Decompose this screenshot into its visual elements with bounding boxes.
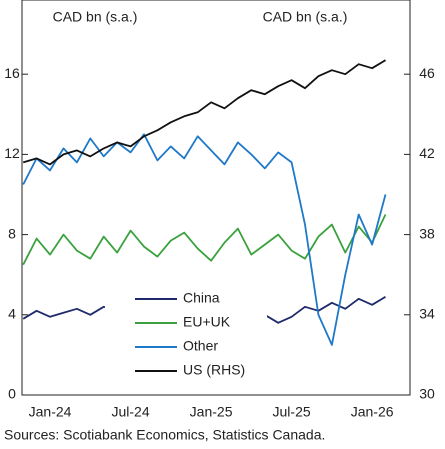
y-tick-label: 8 — [8, 225, 16, 241]
y2-tick-label: 30 — [419, 386, 435, 402]
legend-label: China — [183, 290, 220, 306]
legend-label: Other — [183, 338, 218, 354]
y-tick-label: 4 — [8, 306, 16, 322]
x-tick-label: Jan-24 — [29, 404, 72, 420]
y2-tick-label: 46 — [419, 65, 435, 81]
plot-frame — [21, 0, 411, 396]
x-tick-label: Jan-26 — [351, 404, 394, 420]
y-tick-label: 0 — [8, 386, 16, 402]
y-tick-label: 16 — [4, 65, 20, 81]
x-tick-label: Jan-25 — [190, 404, 233, 420]
series-line — [22, 59, 386, 166]
legend-box — [105, 285, 267, 393]
x-tick-label: Jul-25 — [273, 404, 311, 420]
y2-tick-label: 42 — [419, 145, 435, 161]
legend-label: US (RHS) — [183, 362, 245, 378]
x-tick-label: Jul-24 — [111, 404, 149, 420]
legend-label: EU+UK — [183, 314, 231, 330]
y-axis-label: CAD bn (s.a.) — [53, 9, 138, 25]
source: Sources: Scotiabank Economics, Statistic… — [4, 427, 325, 443]
y2-axis-label: CAD bn (s.a.) — [263, 9, 348, 25]
y-tick-label: 12 — [4, 145, 20, 161]
series-line — [22, 214, 387, 266]
series-line — [22, 133, 387, 346]
y2-tick-label: 34 — [419, 306, 435, 322]
y2-tick-label: 38 — [419, 225, 435, 241]
